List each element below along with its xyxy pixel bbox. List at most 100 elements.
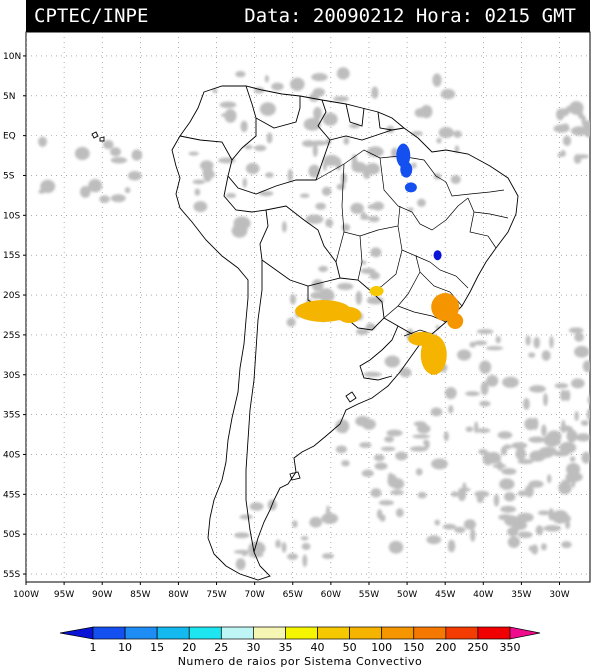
cloud-patch [479,400,491,407]
cloud-patch [531,544,539,555]
system-cell [433,250,442,261]
border-venezuela-guyana [317,99,331,141]
cloud-patch [443,431,449,442]
cloud-patch [258,190,274,197]
cloud-patch [358,167,364,173]
cloud-patch [559,108,570,117]
lat-label: 55S [3,570,20,580]
cloud-patch [311,279,324,292]
lon-label: 55W [359,590,379,600]
cloud-patch [301,542,311,550]
cloud-patch [432,73,442,87]
cloud-patch [431,458,448,470]
cloud-patch [343,136,350,145]
cloud-patch [286,317,296,327]
system-cell [404,182,417,193]
cloud-patch [233,549,251,554]
cloud-patch [463,519,477,530]
cloud-patch [395,508,404,518]
cloud-patch [532,417,539,430]
lat-label: 45S [3,490,20,500]
cloud-patch [502,376,519,388]
cloud-patch [378,500,394,506]
cloud-patch [564,389,571,402]
cloud-patch [333,96,349,102]
cloud-patch [436,137,442,144]
cloud-patch [234,532,250,539]
system-paraguay-chaco [295,299,362,323]
falkland-islands [289,471,301,481]
cloud-patch [564,515,571,522]
brazil-state-lines [315,149,509,337]
cloud-patch [300,536,309,541]
cloud-patch [399,367,412,378]
system-cell [419,334,436,347]
cloud-patch [407,207,414,212]
system-cell [337,306,362,323]
cloud-patch [239,514,253,520]
cloud-patch [325,218,334,228]
cloud-patch [565,520,571,530]
cloud-patch [580,420,589,426]
cloud-patch [240,120,248,133]
cloud-patch [370,488,382,498]
cloud-patch [219,101,237,109]
cloud-patch [362,165,371,179]
cloud-patch [465,391,480,397]
cloud-patch [497,431,513,439]
cloud-patch [561,479,571,485]
cloud-patch [309,516,323,528]
cloud-patch [361,260,367,265]
cloud-patch [300,193,310,198]
cloud-patch [479,360,492,374]
cloud-patch [571,475,576,488]
lat-label: 50S [3,530,20,540]
system-mato-grosso-sul [369,286,384,297]
cloud-patch [553,124,570,133]
cloud-patch [586,408,590,421]
cloud-patch [376,509,383,520]
cloud-patch [242,177,248,188]
cloud-patch [124,187,131,194]
lat-label: 10S [3,211,20,221]
cloud-patch [231,223,248,238]
cloud-patch [275,539,281,549]
cloud-patch [370,247,382,258]
cloud-patch [323,154,340,167]
cloud-patch [412,434,431,439]
cloud-patch [574,410,579,422]
cloud-patch [438,127,454,139]
cloud-patch [384,436,395,443]
lon-label: 90W [92,590,112,600]
lon-label: 75W [206,590,226,600]
cloud-patch [339,283,353,291]
colorbar-title: Numero de raios por Sistema Convectivo [177,655,423,668]
cloud-patch [582,360,590,373]
cloud-patch [476,494,484,503]
cloud-patch [528,436,545,443]
cloud-patch [225,193,237,199]
border-ecuador [179,135,233,161]
cloud-patch [528,480,544,488]
cloud-patch [511,442,528,449]
cloud-patch [499,478,515,490]
cloud-patch [38,136,48,147]
cloud-patch [554,383,569,389]
cloud-patch [74,146,90,161]
cloud-patch [493,493,500,507]
cloud-patch [442,523,457,530]
cloud-patch [551,510,569,524]
cloud-patch [361,469,374,478]
cloud-patch [450,174,461,184]
cloud-patch [570,378,585,389]
cloud-patch [416,424,431,434]
cloud-patch [281,541,287,553]
cloud-patch [110,194,126,203]
cloud-patch [308,164,321,178]
cloud-patch [110,147,122,157]
cloud-patch [313,106,322,121]
cloud-patch [537,510,551,516]
cloud-patch [570,126,588,136]
lon-label: 65W [283,590,303,600]
